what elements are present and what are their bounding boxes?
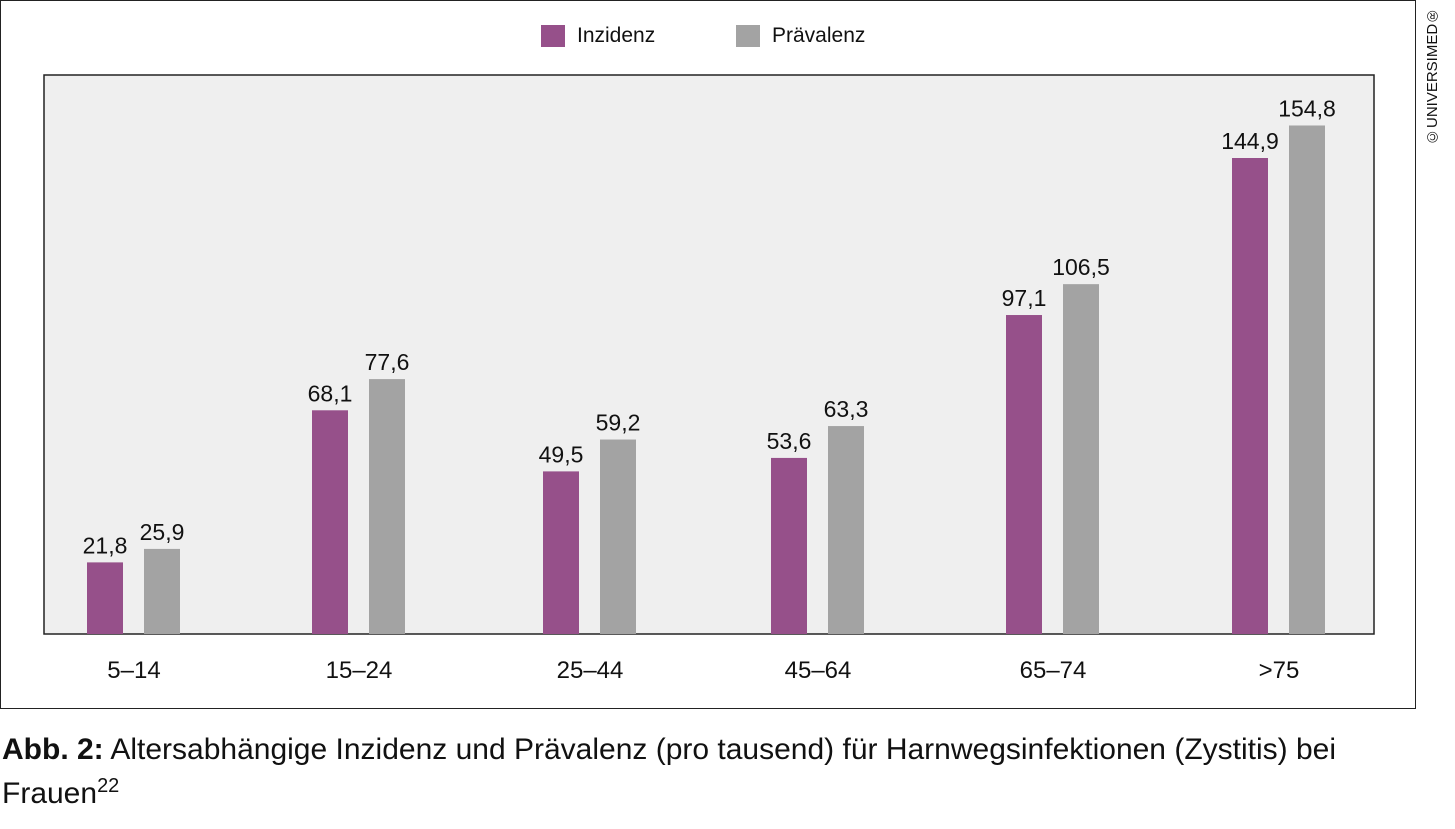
bar-praevalenz-0 bbox=[144, 548, 180, 634]
bar-inzidenz-3 bbox=[771, 457, 807, 634]
value-label-inzidenz-4: 97,1 bbox=[1002, 285, 1047, 311]
bars-group bbox=[87, 125, 1325, 635]
value-label-inzidenz-0: 21,8 bbox=[83, 532, 128, 558]
value-label-inzidenz-3: 53,6 bbox=[767, 428, 812, 454]
bar-chart: 21,8 25,9 68,1 77,6 49,5 59,2 53,6 63,3 97,1106,… bbox=[43, 74, 1375, 684]
bar-praevalenz-3 bbox=[828, 426, 864, 634]
value-label-praevalenz-5: 154,8 bbox=[1278, 95, 1336, 121]
copyright-notice: ©UNIVERSIMED® bbox=[1424, 6, 1441, 145]
value-label-praevalenz-1: 77,6 bbox=[365, 349, 410, 375]
x-tick-label-4: 65–74 bbox=[1020, 657, 1087, 684]
value-label-inzidenz-1: 68,1 bbox=[308, 380, 353, 406]
bar-praevalenz-2 bbox=[600, 439, 636, 634]
value-label-inzidenz-2: 49,5 bbox=[539, 441, 584, 467]
caption-reference: 22 bbox=[97, 775, 120, 797]
x-tick-label-2: 25–44 bbox=[557, 657, 624, 684]
legend-swatch-inzidenz bbox=[541, 25, 565, 47]
bar-inzidenz-2 bbox=[543, 471, 579, 634]
legend: Inzidenz Prävalenz bbox=[0, 24, 1416, 50]
caption-prefix: Abb. 2: bbox=[2, 733, 104, 766]
bar-praevalenz-1 bbox=[369, 379, 405, 634]
chart-frame bbox=[0, 0, 1416, 709]
value-label-praevalenz-0: 25,9 bbox=[140, 519, 185, 545]
x-tick-label-3: 45–64 bbox=[785, 657, 852, 684]
bar-inzidenz-0 bbox=[87, 562, 123, 634]
legend-item-praevalenz: Prävalenz bbox=[736, 24, 865, 48]
value-label-praevalenz-4: 106,5 bbox=[1052, 254, 1110, 280]
caption-text: Altersabhängige Inzidenz und Prävalenz (… bbox=[2, 733, 1337, 810]
legend-label-inzidenz: Inzidenz bbox=[577, 24, 656, 47]
x-tick-label-5: >75 bbox=[1259, 657, 1300, 684]
figure-caption: Abb. 2: Altersabhängige Inzidenz und Prä… bbox=[2, 728, 1442, 816]
legend-item-inzidenz: Inzidenz bbox=[541, 24, 655, 48]
value-labels-group: 21,8 25,9 68,1 77,6 49,5 59,2 53,6 63,3 97,1106,… bbox=[83, 95, 1336, 558]
bar-praevalenz-4 bbox=[1063, 284, 1099, 634]
value-label-praevalenz-2: 59,2 bbox=[596, 410, 641, 436]
x-tick-label-1: 15–24 bbox=[326, 657, 393, 684]
x-tick-label-0: 5–14 bbox=[107, 657, 160, 684]
legend-label-praevalenz: Prävalenz bbox=[772, 24, 866, 47]
x-tick-labels-group: 5–14 15–24 25–44 45–64 65–74 >75 bbox=[107, 657, 1299, 684]
legend-swatch-praevalenz bbox=[736, 25, 760, 47]
value-label-inzidenz-5: 144,9 bbox=[1221, 128, 1279, 154]
plot-area bbox=[43, 74, 1375, 635]
bar-inzidenz-1 bbox=[312, 410, 348, 634]
value-label-praevalenz-3: 63,3 bbox=[824, 396, 869, 422]
bar-praevalenz-5 bbox=[1289, 125, 1325, 635]
bar-inzidenz-5 bbox=[1232, 158, 1268, 635]
bar-inzidenz-4 bbox=[1006, 315, 1042, 634]
